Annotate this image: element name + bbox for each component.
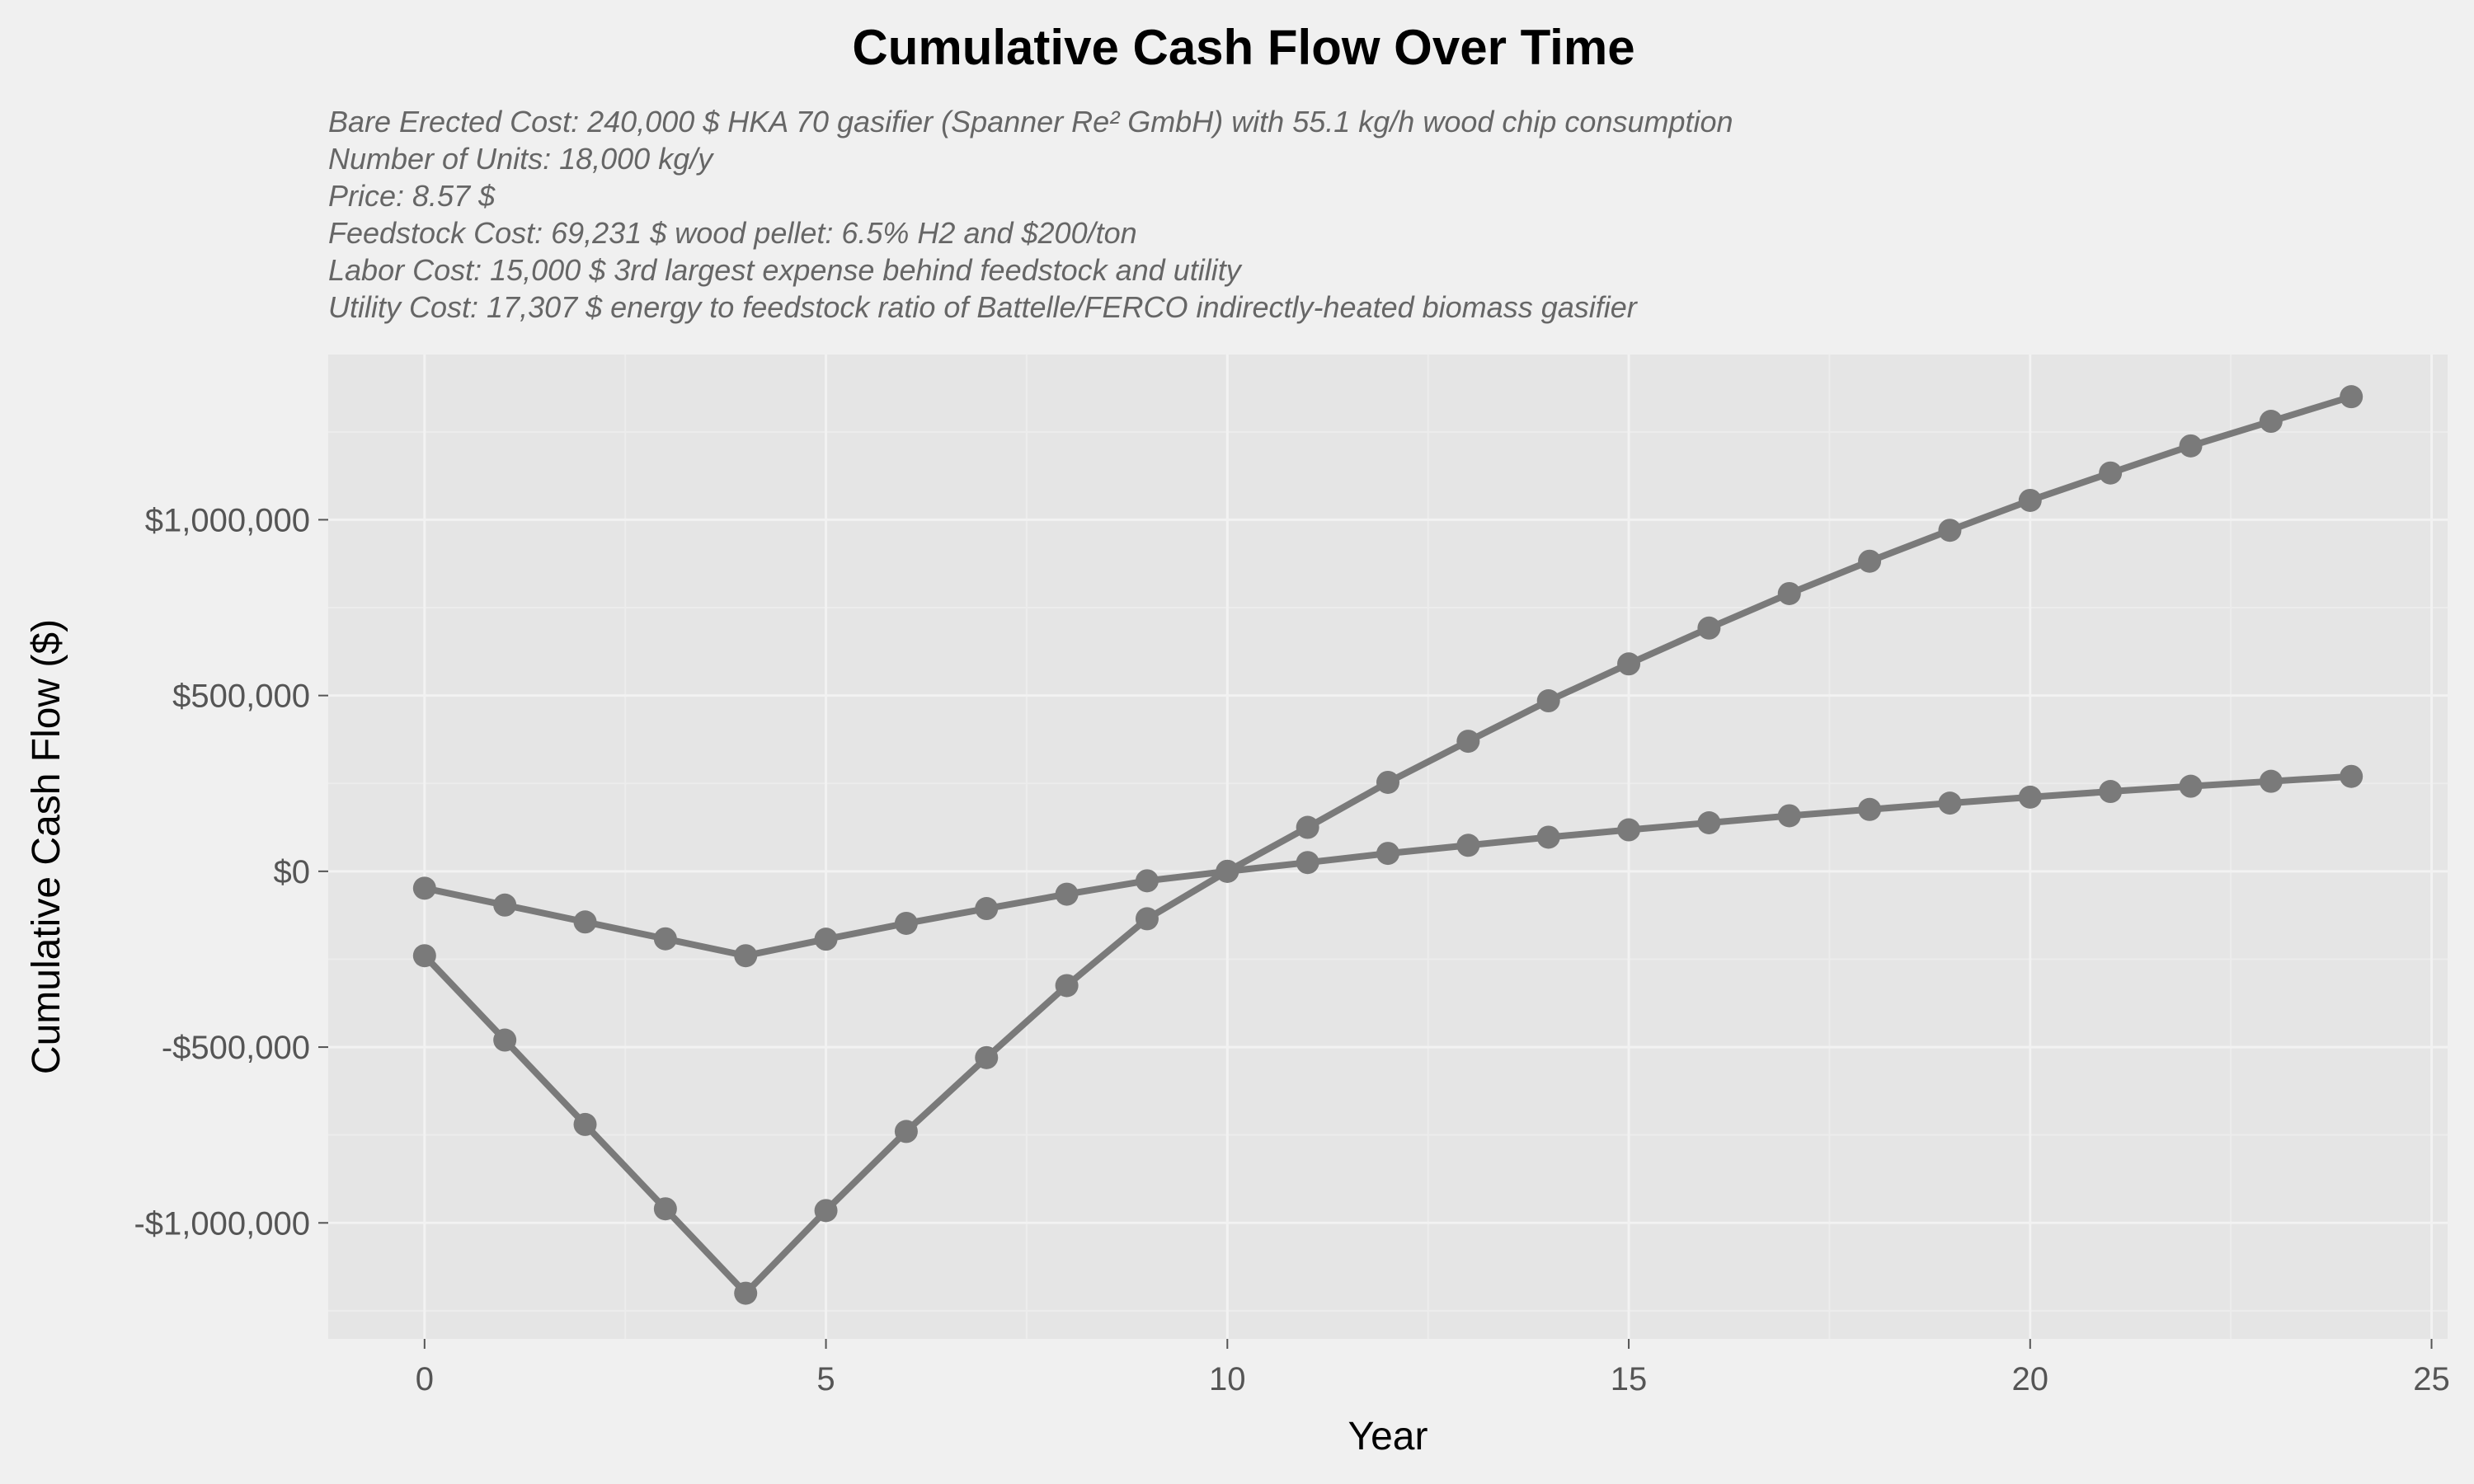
data-point	[1296, 815, 1319, 839]
data-point	[1296, 851, 1319, 875]
data-point	[1376, 770, 1399, 794]
data-point	[2340, 385, 2363, 409]
data-point	[975, 897, 999, 921]
data-point	[2018, 488, 2042, 512]
subtitle-line: Feedstock Cost: 69,231 $ wood pellet: 6.…	[328, 216, 1137, 250]
data-point	[1938, 519, 1962, 542]
data-point	[493, 1028, 517, 1052]
y-tick-label: $1,000,000	[145, 502, 310, 538]
data-point	[653, 1197, 677, 1221]
data-point	[1777, 581, 1801, 605]
grid-layer	[328, 355, 2448, 1339]
data-point	[2259, 769, 2283, 793]
y-tick-label: $0	[274, 854, 311, 890]
y-tick-label: -$1,000,000	[134, 1205, 310, 1242]
x-tick-label: 5	[816, 1361, 835, 1397]
subtitle-line: Utility Cost: 17,307 $ energy to feedsto…	[328, 290, 1639, 324]
data-point	[412, 876, 436, 900]
x-tick-label: 10	[1209, 1361, 1246, 1397]
series-layer	[412, 385, 2363, 1305]
data-point	[1055, 882, 1079, 906]
data-point	[1777, 804, 1801, 828]
chart-title: Cumulative Cash Flow Over Time	[852, 20, 1634, 75]
data-point	[1938, 791, 1962, 815]
x-axis-label: Year	[1348, 1415, 1428, 1458]
data-point	[2259, 410, 2283, 434]
x-tick-label: 15	[1611, 1361, 1648, 1397]
data-point	[2179, 434, 2203, 458]
data-point	[1536, 825, 1560, 849]
y-tick-label: -$500,000	[162, 1030, 310, 1066]
data-point	[2099, 461, 2123, 485]
subtitle-line: Bare Erected Cost: 240,000 $ HKA 70 gasi…	[328, 105, 1733, 139]
data-point	[573, 910, 597, 934]
data-point	[573, 1112, 597, 1136]
data-point	[1858, 549, 1882, 573]
data-point	[493, 893, 517, 917]
tick-layer: 0 5 10 15 20 25 -$1,000,000 -$500,000 $0 $500,000…	[134, 502, 2449, 1397]
data-point	[2179, 774, 2203, 798]
data-point	[1376, 842, 1399, 866]
data-point	[814, 928, 838, 951]
data-point	[894, 911, 918, 935]
chart-subtitle: Bare Erected Cost: 240,000 $ HKA 70 gasi…	[328, 105, 1733, 324]
y-axis-label: Cumulative Cash Flow ($)	[25, 619, 68, 1074]
data-point	[412, 944, 436, 968]
x-tick-label: 20	[2012, 1361, 2049, 1397]
data-point	[2099, 780, 2123, 804]
data-point	[1456, 834, 1480, 857]
data-point	[1617, 818, 1641, 842]
data-point	[1135, 907, 1159, 931]
data-point	[734, 1281, 758, 1305]
subtitle-line: Labor Cost: 15,000 $ 3rd largest expense…	[328, 253, 1243, 287]
data-point	[653, 927, 677, 951]
x-tick-label: 25	[2413, 1361, 2450, 1397]
data-point	[1135, 869, 1159, 893]
y-tick-label: $500,000	[172, 679, 310, 715]
subtitle-line: Number of Units: 18,000 kg/y	[328, 142, 714, 176]
data-point	[734, 944, 758, 968]
x-tick-label: 0	[416, 1361, 434, 1397]
data-point	[2018, 785, 2042, 809]
data-point	[975, 1045, 999, 1069]
data-point	[814, 1199, 838, 1223]
data-point	[1456, 730, 1480, 754]
data-point	[1617, 652, 1641, 676]
data-point	[1858, 797, 1882, 821]
data-point	[1536, 689, 1560, 713]
data-point	[1216, 859, 1239, 883]
subtitle-line: Price: 8.57 $	[328, 179, 496, 213]
data-point	[2340, 764, 2363, 788]
data-point	[1055, 974, 1079, 998]
data-point	[1697, 811, 1721, 835]
data-point	[894, 1120, 918, 1144]
data-point	[1697, 616, 1721, 640]
